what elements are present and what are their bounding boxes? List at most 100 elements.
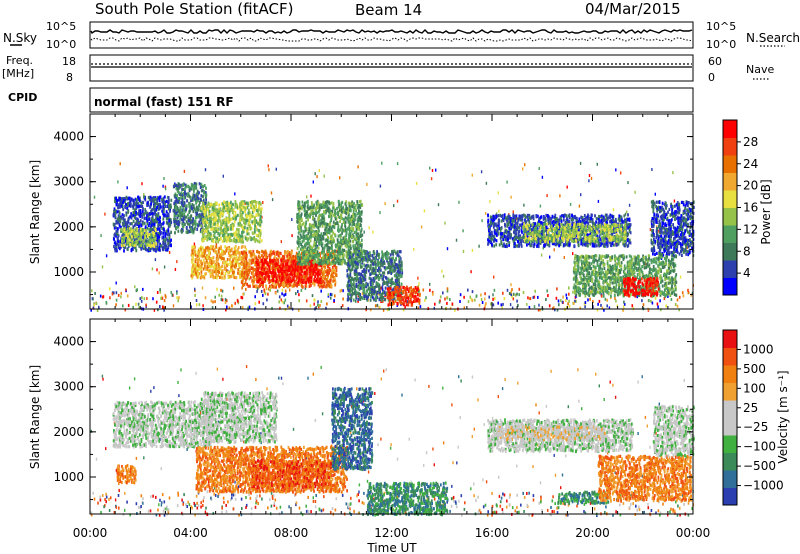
- noise-cell: [493, 303, 495, 306]
- speckle-cell: [540, 205, 541, 208]
- noise-cell: [326, 302, 328, 305]
- echo-cell: [229, 239, 231, 242]
- noise-cell: [278, 300, 280, 303]
- speckle-cell: [580, 193, 581, 196]
- echo-cell: [120, 228, 122, 231]
- echo-cell: [296, 276, 298, 279]
- noise-cell: [558, 303, 560, 306]
- echo-cell: [139, 225, 141, 228]
- echo-cell: [254, 254, 256, 257]
- noise-cell: [481, 298, 483, 301]
- echo-cell: [190, 215, 192, 218]
- noise-cell: [282, 289, 284, 292]
- echo-cell: [274, 274, 276, 277]
- echo-cell: [207, 225, 209, 228]
- noise-cell: [682, 291, 684, 294]
- echo-cell: [204, 230, 206, 233]
- noise-cell: [225, 298, 227, 301]
- echo-cell: [133, 220, 135, 223]
- echo-cell: [287, 285, 289, 288]
- echo-cell: [330, 279, 332, 282]
- echo-cell: [155, 237, 157, 240]
- noise-cell: [310, 304, 312, 307]
- noise-cell: [132, 306, 134, 309]
- noise-cell: [452, 303, 454, 306]
- echo-cell: [159, 196, 161, 199]
- echo-cell: [250, 204, 252, 207]
- speckle-cell: [472, 174, 473, 177]
- speckle-cell: [492, 293, 493, 296]
- echo-cell: [248, 209, 250, 212]
- echo-cell: [123, 244, 125, 247]
- noise-sky-trace: [91, 30, 692, 33]
- speckle-cell: [291, 234, 292, 237]
- echo-cell: [190, 218, 192, 221]
- noise-cell: [648, 299, 650, 302]
- echo-cell: [209, 260, 211, 263]
- echo-cell: [254, 268, 256, 271]
- echo-cell: [225, 272, 227, 275]
- noise-cell: [178, 296, 180, 299]
- echo-cell: [255, 284, 257, 287]
- echo-cell: [150, 205, 152, 208]
- noise-cell: [449, 298, 451, 301]
- noise-cell: [115, 303, 117, 306]
- echo-cell: [206, 204, 208, 207]
- echo-cell: [261, 239, 263, 242]
- echo-cell: [128, 197, 130, 200]
- echo-cell: [196, 257, 198, 260]
- echo-cell: [128, 218, 130, 221]
- echo-cell: [279, 276, 281, 279]
- noise-cell: [568, 287, 570, 290]
- noise-cell: [258, 301, 260, 304]
- noise-cell: [566, 294, 568, 297]
- echo-cell: [245, 248, 247, 251]
- speckle-cell: [538, 304, 539, 307]
- noise-cell: [504, 297, 506, 300]
- echo-cell: [113, 223, 115, 226]
- noise-cell: [141, 300, 143, 303]
- echo-cell: [248, 218, 250, 221]
- speckle-cell: [249, 278, 250, 281]
- noise-cell: [379, 306, 381, 309]
- noise-cell: [556, 287, 558, 290]
- speckle-cell: [472, 249, 473, 252]
- echo-cell: [149, 248, 151, 251]
- echo-cell: [185, 208, 187, 211]
- echo-cell: [297, 269, 299, 272]
- noise-cell: [601, 295, 603, 298]
- echo-cell: [239, 275, 241, 278]
- echo-cell: [313, 268, 315, 271]
- echo-cell: [159, 227, 161, 230]
- echo-cell: [140, 219, 142, 222]
- echo-cell: [186, 226, 188, 229]
- echo-cell: [131, 214, 133, 217]
- echo-cell: [126, 213, 128, 216]
- echo-cell: [198, 197, 200, 200]
- nsky-label: N.Sky: [3, 31, 37, 45]
- echo-cell: [184, 197, 186, 200]
- echo-cell: [150, 198, 152, 201]
- echo-cell: [127, 248, 129, 251]
- speckle-cell: [120, 162, 121, 165]
- echo-cell: [207, 233, 209, 236]
- echo-cell: [194, 220, 196, 223]
- echo-cell: [241, 246, 243, 249]
- noise-tick-low-left: 10^0: [46, 38, 76, 51]
- echo-cell: [334, 283, 336, 286]
- echo-cell: [229, 210, 231, 213]
- echo-cell: [187, 214, 189, 217]
- noise-cell: [587, 298, 589, 301]
- noise-cell: [269, 289, 271, 292]
- echo-cell: [244, 220, 246, 223]
- echo-cell: [249, 259, 251, 262]
- noise-cell: [216, 288, 218, 291]
- speckle-cell: [489, 200, 490, 203]
- echo-cell: [138, 244, 140, 247]
- echo-cell: [133, 241, 135, 244]
- echo-cell: [152, 219, 154, 222]
- noise-cell: [468, 300, 470, 303]
- echo-cell: [274, 255, 276, 258]
- echo-cell: [139, 215, 141, 218]
- echo-cell: [205, 246, 207, 249]
